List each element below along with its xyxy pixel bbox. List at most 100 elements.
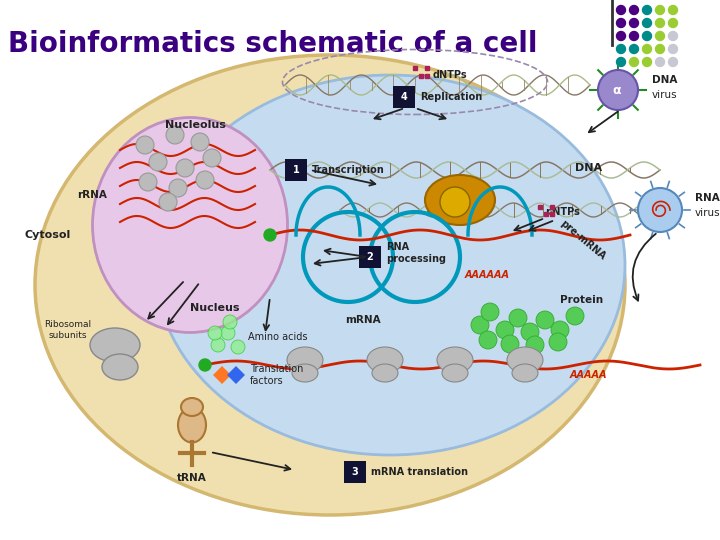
Ellipse shape [507, 347, 543, 373]
Circle shape [196, 171, 214, 189]
Text: r.NTPs: r.NTPs [545, 207, 580, 217]
Ellipse shape [155, 75, 625, 455]
Circle shape [629, 5, 639, 15]
Circle shape [208, 326, 222, 340]
Text: tRNA: tRNA [177, 473, 207, 483]
Ellipse shape [181, 398, 203, 416]
Circle shape [551, 321, 569, 339]
Text: 2: 2 [366, 252, 374, 262]
Text: mRNA translation: mRNA translation [371, 467, 468, 477]
Circle shape [566, 307, 584, 325]
Text: virus: virus [695, 208, 720, 218]
Text: Replication: Replication [420, 92, 482, 102]
Ellipse shape [372, 364, 398, 382]
Circle shape [638, 188, 682, 232]
Ellipse shape [102, 354, 138, 380]
Circle shape [496, 321, 514, 339]
Circle shape [231, 340, 245, 354]
Polygon shape [213, 366, 231, 384]
Circle shape [668, 31, 678, 40]
Circle shape [203, 149, 221, 167]
Text: Transcription: Transcription [312, 165, 384, 175]
Text: AAAAAA: AAAAAA [465, 270, 510, 280]
Circle shape [629, 57, 639, 66]
Circle shape [159, 193, 177, 211]
Circle shape [655, 18, 665, 28]
Ellipse shape [512, 364, 538, 382]
Circle shape [655, 31, 665, 40]
Text: Cytosol: Cytosol [25, 230, 71, 240]
Circle shape [642, 18, 652, 28]
Text: mRNA: mRNA [345, 315, 381, 325]
Ellipse shape [292, 364, 318, 382]
Circle shape [629, 44, 639, 53]
Circle shape [655, 57, 665, 66]
Circle shape [221, 326, 235, 340]
Text: DNA: DNA [575, 163, 602, 173]
Circle shape [211, 338, 225, 352]
Text: Nucleolus: Nucleolus [165, 120, 225, 130]
Text: AAAAA: AAAAA [570, 370, 608, 380]
Text: α: α [613, 84, 621, 98]
Circle shape [509, 309, 527, 327]
Circle shape [616, 5, 626, 15]
Circle shape [199, 359, 211, 371]
Circle shape [616, 57, 626, 66]
FancyBboxPatch shape [344, 461, 366, 483]
Circle shape [616, 18, 626, 28]
FancyBboxPatch shape [285, 159, 307, 181]
Circle shape [501, 335, 519, 353]
Circle shape [598, 70, 638, 110]
Circle shape [149, 153, 167, 171]
Text: Translation
factors: Translation factors [250, 364, 303, 386]
Circle shape [642, 44, 652, 53]
Text: 4: 4 [400, 92, 408, 102]
Ellipse shape [90, 328, 140, 362]
Circle shape [668, 5, 678, 15]
Ellipse shape [425, 175, 495, 225]
Ellipse shape [442, 364, 468, 382]
Circle shape [616, 44, 626, 53]
Text: DNA: DNA [652, 75, 678, 85]
Circle shape [471, 316, 489, 334]
Text: 3: 3 [351, 467, 359, 477]
Circle shape [549, 333, 567, 351]
Text: Amino acids: Amino acids [248, 332, 307, 342]
Ellipse shape [35, 55, 625, 515]
Circle shape [526, 336, 544, 354]
Text: RNA: RNA [695, 193, 720, 203]
Text: pre-mRNA: pre-mRNA [558, 218, 607, 262]
Circle shape [176, 159, 194, 177]
Circle shape [642, 5, 652, 15]
Circle shape [655, 5, 665, 15]
Circle shape [479, 331, 497, 349]
Ellipse shape [287, 347, 323, 373]
Circle shape [166, 126, 184, 144]
Text: Bioinformatics schematic of a cell: Bioinformatics schematic of a cell [8, 30, 538, 58]
Polygon shape [227, 366, 245, 384]
Circle shape [629, 31, 639, 40]
Ellipse shape [437, 347, 473, 373]
Text: Protein: Protein [560, 295, 603, 305]
Text: Ribosomal
subunits: Ribosomal subunits [45, 320, 91, 340]
Circle shape [169, 179, 187, 197]
FancyBboxPatch shape [393, 86, 415, 108]
Circle shape [440, 187, 470, 217]
Circle shape [668, 18, 678, 28]
Circle shape [264, 229, 276, 241]
Text: Nucleus: Nucleus [190, 303, 240, 313]
Text: 1: 1 [292, 165, 300, 175]
Ellipse shape [178, 408, 206, 442]
Ellipse shape [367, 347, 403, 373]
Text: RNA
processing: RNA processing [386, 242, 446, 264]
Circle shape [481, 303, 499, 321]
Circle shape [655, 44, 665, 53]
Circle shape [668, 44, 678, 53]
Circle shape [629, 18, 639, 28]
Circle shape [536, 311, 554, 329]
Circle shape [223, 315, 237, 329]
Circle shape [642, 31, 652, 40]
Circle shape [642, 57, 652, 66]
Text: virus: virus [652, 90, 678, 100]
Circle shape [191, 133, 209, 151]
